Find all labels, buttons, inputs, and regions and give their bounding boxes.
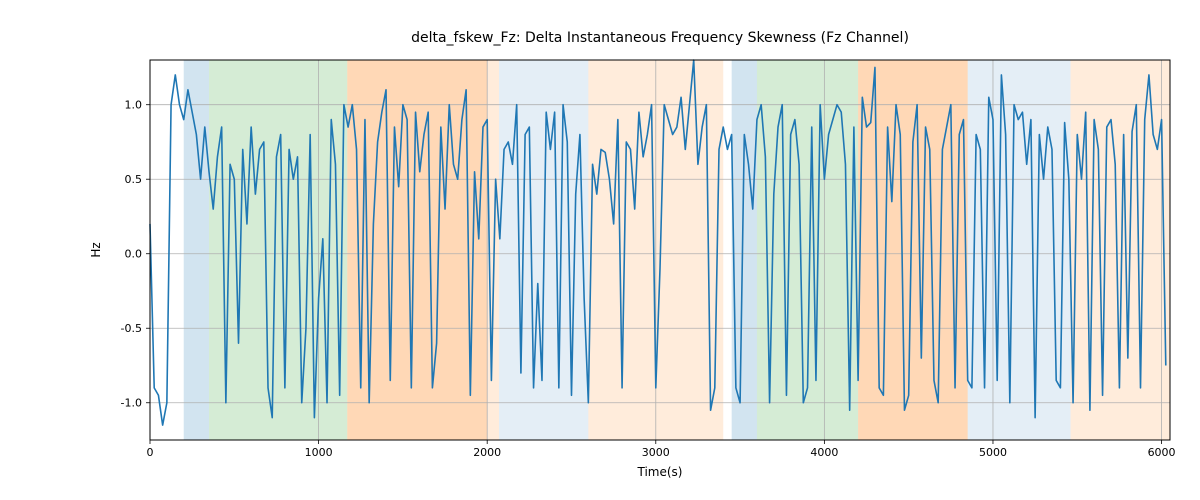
background-band [184, 60, 209, 440]
xlabel: Time(s) [637, 465, 683, 479]
ytick-label: -0.5 [121, 322, 142, 335]
xtick-label: 3000 [642, 446, 670, 459]
chart-container: 0 1000 2000 3000 4000 5000 6000 -1.0 -0.5 0.0 0.5 1… [0, 0, 1200, 500]
xtick-label: 2000 [473, 446, 501, 459]
ytick-label: -1.0 [121, 397, 142, 410]
xtick-label: 4000 [810, 446, 838, 459]
chart-title: delta_fskew_Fz: Delta Instantaneous Freq… [411, 30, 909, 46]
chart-svg: 0 1000 2000 3000 4000 5000 6000 -1.0 -0.5 0.0 0.5 1… [0, 0, 1200, 500]
xtick-label: 0 [147, 446, 154, 459]
background-band [723, 60, 731, 440]
xtick-label: 1000 [305, 446, 333, 459]
ylabel: Hz [89, 242, 103, 257]
xtick-label: 6000 [1148, 446, 1176, 459]
ytick-label: 0.0 [125, 248, 143, 261]
ytick-label: 0.5 [125, 173, 143, 186]
xtick-label: 5000 [979, 446, 1007, 459]
ytick-label: 1.0 [125, 99, 143, 112]
